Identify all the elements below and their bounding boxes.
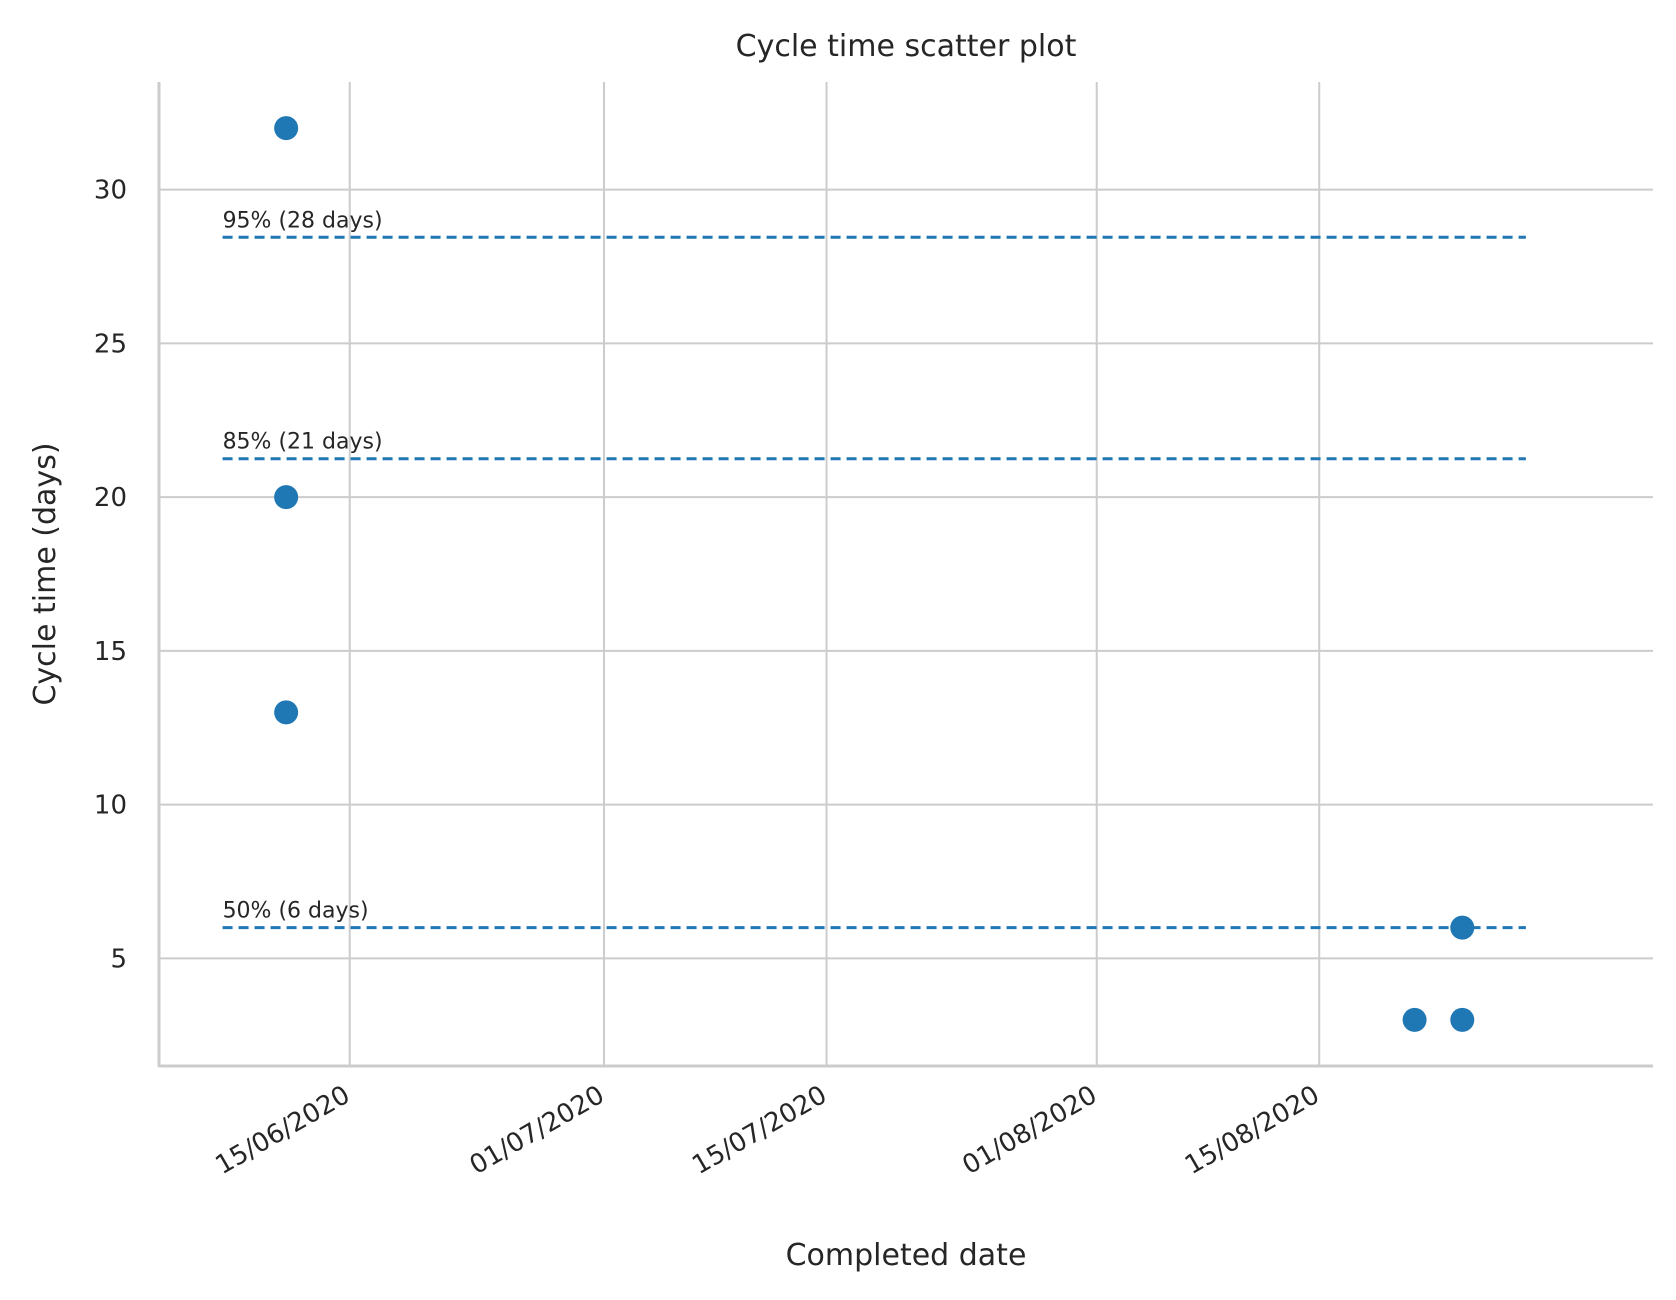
- data-point: [1450, 915, 1475, 940]
- x-tick-label: 01/07/2020: [465, 1080, 610, 1181]
- x-tick-label: 15/06/2020: [210, 1080, 355, 1181]
- y-tick-label: 20: [94, 483, 127, 513]
- percentile-label: 95% (28 days): [223, 208, 383, 233]
- x-tick-label: 15/08/2020: [1180, 1080, 1325, 1181]
- x-axis-label: Completed date: [786, 1238, 1027, 1273]
- y-tick-label: 15: [94, 637, 127, 667]
- data-point: [274, 700, 299, 725]
- percentile-lines: 95% (28 days) 85% (21 days) 50% (6 days): [222, 208, 1526, 930]
- data-point: [1402, 1007, 1427, 1032]
- percentile-label: 50% (6 days): [223, 899, 369, 924]
- tick-labels: 15/06/2020 01/07/2020 15/07/2020 01/08/2020…: [94, 176, 1325, 1181]
- chart-title: Cycle time scatter plot: [736, 29, 1077, 64]
- data-points: [274, 116, 1475, 1032]
- y-tick-label: 10: [94, 791, 127, 821]
- grid-lines: [159, 82, 1653, 1066]
- y-tick-label: 5: [110, 944, 127, 974]
- data-point: [274, 116, 299, 141]
- data-point: [1450, 1007, 1475, 1032]
- x-tick-label: 15/07/2020: [687, 1080, 832, 1181]
- y-tick-label: 25: [94, 329, 127, 359]
- data-point: [274, 485, 299, 510]
- x-tick-label: 01/08/2020: [957, 1080, 1102, 1181]
- y-tick-label: 30: [94, 176, 127, 206]
- axis-spines: [157, 82, 1653, 1068]
- y-axis-label: Cycle time (days): [28, 442, 63, 705]
- percentile-label: 85% (21 days): [223, 430, 383, 455]
